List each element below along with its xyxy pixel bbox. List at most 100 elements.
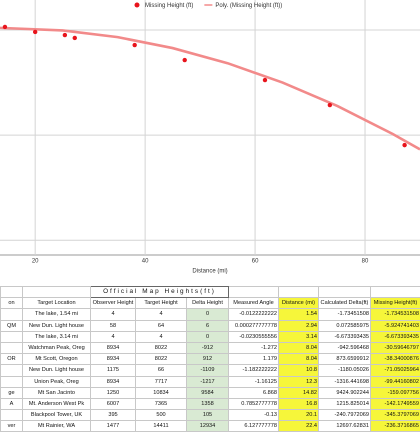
header-cell: Delta Height: [187, 298, 229, 309]
cell: 1.54: [279, 309, 319, 320]
cell: -38.34000876: [371, 354, 420, 365]
cell: OR: [1, 354, 23, 365]
cell: -5.924741403: [371, 320, 420, 331]
data-point: [402, 143, 406, 147]
cell: 4: [136, 331, 187, 342]
header-cell: Target Location: [23, 298, 91, 309]
cell: 1.179: [229, 354, 279, 365]
cell: New Dun. Light house: [23, 365, 91, 376]
cell: 6.868: [229, 387, 279, 398]
cell: 20.1: [279, 410, 319, 421]
cell: Mt Scott, Oregon: [23, 354, 91, 365]
cell: -0.0122222222: [229, 309, 279, 320]
cell: 3.14: [279, 331, 319, 342]
cell: 10.8: [279, 365, 319, 376]
cell: 64: [136, 320, 187, 331]
cell: 912: [187, 354, 229, 365]
cell: -0.0230555556: [229, 331, 279, 342]
header-cell: on: [1, 298, 23, 309]
cell: -1180.05026: [319, 365, 371, 376]
cell: QM: [1, 320, 23, 331]
data-point: [33, 30, 37, 34]
data-point: [132, 43, 136, 47]
cell: -1.734531508: [371, 309, 420, 320]
cell: 6.127777778: [229, 421, 279, 432]
cell: [1, 342, 23, 353]
cell: -1217: [187, 376, 229, 387]
x-axis-title: Distance (mi): [192, 269, 227, 275]
x-tick-label: 80: [362, 259, 369, 265]
cell: 8934: [91, 354, 136, 365]
chart-background: [0, 0, 420, 282]
cell: 7717: [136, 376, 187, 387]
cell: 0: [187, 331, 229, 342]
x-tick-label: 40: [142, 259, 149, 265]
cell: The lake, 1.54 mi: [23, 309, 91, 320]
cell: 6007: [91, 398, 136, 409]
cell: 4: [91, 331, 136, 342]
cell: -240.7972069: [319, 410, 371, 421]
cell: -71.05025964: [371, 365, 420, 376]
header-cell: Calculated Delta(ft): [319, 298, 371, 309]
cell: -912: [187, 342, 229, 353]
cell: -1.272: [229, 342, 279, 353]
cell: 12697.62831: [319, 421, 371, 432]
cell: 105: [187, 410, 229, 421]
x-tick-label: 20: [32, 259, 39, 265]
cell: Mt San Jacinto: [23, 387, 91, 398]
cell: Blackpool Tower, UK: [23, 410, 91, 421]
cell: [279, 287, 319, 298]
header-cell: Missing Height(ft): [371, 298, 420, 309]
legend-label: Poly. (Missing Height (ft)): [215, 3, 282, 9]
data-point: [3, 25, 7, 29]
cell: 0: [187, 309, 229, 320]
cell: -0.13: [229, 410, 279, 421]
cell: [23, 287, 91, 298]
cell: [1, 331, 23, 342]
cell: 8.04: [279, 342, 319, 353]
cell: -1109: [187, 365, 229, 376]
cell: 10834: [136, 387, 187, 398]
cell: 1215.825014: [319, 398, 371, 409]
cell: [371, 287, 420, 298]
cell: 0.000277777778: [229, 320, 279, 331]
cell: ge: [1, 387, 23, 398]
cell: Mt Rainier, WA: [23, 421, 91, 432]
cell: Union Peak, Oreg: [23, 376, 91, 387]
cell: -30.59646797: [371, 342, 420, 353]
cell: 12.3: [279, 376, 319, 387]
cell: [1, 410, 23, 421]
cell: 500: [136, 410, 187, 421]
cell: Mt. Anderson West Pk: [23, 398, 91, 409]
cell: ver: [1, 421, 23, 432]
cell: [1, 365, 23, 376]
data-point: [73, 36, 77, 40]
cell: 22.4: [279, 421, 319, 432]
cell: [1, 309, 23, 320]
cell: 8.04: [279, 354, 319, 365]
cell: -1.16125: [229, 376, 279, 387]
cell: Watchman Peak, Oreg: [23, 342, 91, 353]
cell: New Dun. Light house: [23, 320, 91, 331]
cell: -6.673393435: [371, 331, 420, 342]
cell: 873.6599912: [319, 354, 371, 365]
cell: 8934: [91, 342, 136, 353]
cell: 1250: [91, 387, 136, 398]
cell: -1316.441698: [319, 376, 371, 387]
cell: 8934: [91, 376, 136, 387]
legend-marker: [135, 3, 140, 8]
header-cell: Measured Angle: [229, 298, 279, 309]
cell: 12934: [187, 421, 229, 432]
cell: 395: [91, 410, 136, 421]
header-cell: Observer Height: [91, 298, 136, 309]
